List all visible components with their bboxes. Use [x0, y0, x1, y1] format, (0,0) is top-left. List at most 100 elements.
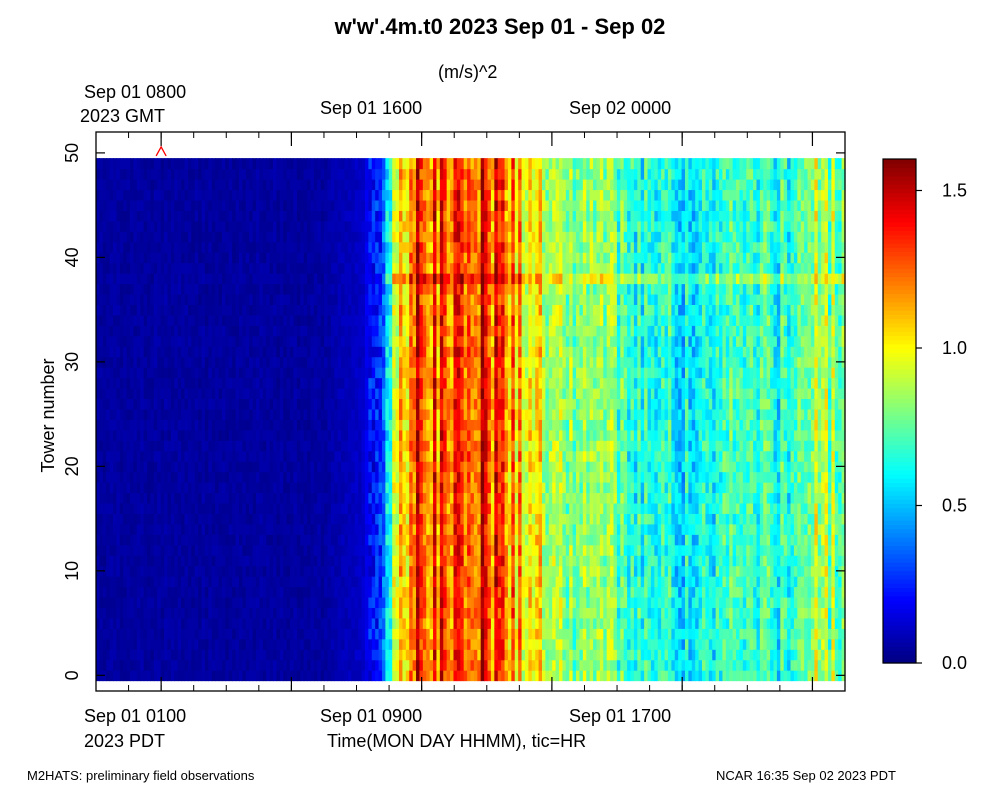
heatmap-cell: [109, 231, 114, 243]
heatmap-cell: [147, 429, 152, 441]
heatmap-cell: [119, 482, 124, 494]
heatmap-cell: [388, 168, 393, 180]
heatmap-cell: [201, 596, 206, 609]
heatmap-cell: [256, 346, 261, 358]
heatmap-cell: [221, 304, 226, 316]
heatmap-cell: [143, 461, 148, 473]
heatmap-cell: [320, 273, 325, 285]
heatmap-cell: [310, 262, 315, 274]
heatmap-cell: [153, 408, 158, 420]
heatmap-cell: [167, 576, 172, 588]
heatmap-cell: [164, 450, 169, 462]
heatmap-cell: [324, 408, 329, 420]
heatmap-cell: [371, 440, 376, 452]
heatmap-cell: [290, 408, 295, 420]
heatmap-cell: [395, 168, 400, 180]
heatmap-cell: [194, 461, 199, 473]
heatmap-cell: [109, 523, 114, 535]
heatmap-cell: [245, 168, 250, 180]
heatmap-cell: [116, 220, 121, 232]
heatmap-cell: [368, 398, 373, 410]
heatmap-cell: [347, 335, 352, 347]
heatmap-cell: [143, 398, 148, 410]
heatmap-cell: [256, 461, 261, 473]
heatmap-cell: [256, 471, 261, 483]
heatmap-cell: [378, 565, 383, 577]
heatmap-cell: [378, 387, 383, 400]
heatmap-cell: [296, 670, 301, 682]
heatmap-cell: [388, 179, 393, 191]
heatmap-cell: [228, 429, 233, 441]
heatmap-cell: [177, 335, 182, 347]
heatmap-cell: [269, 252, 274, 264]
heatmap-cell: [160, 419, 165, 431]
heatmap-cell: [198, 534, 203, 546]
heatmap-cell: [143, 335, 148, 347]
heatmap-cell: [256, 314, 261, 326]
heatmap-cell: [412, 649, 417, 661]
heatmap-cell: [181, 325, 186, 337]
heatmap-cell: [381, 638, 386, 650]
heatmap-cell: [341, 638, 346, 650]
heatmap-cell: [133, 659, 138, 671]
heatmap-cell: [337, 210, 342, 222]
heatmap-cell: [412, 659, 417, 671]
heatmap-cell: [215, 325, 220, 337]
heatmap-cell: [211, 325, 216, 337]
heatmap-cell: [235, 367, 240, 379]
heatmap-cell: [113, 555, 118, 567]
heatmap-cell: [375, 231, 380, 243]
heatmap-cell: [164, 314, 169, 326]
heatmap-cell: [371, 241, 376, 253]
heatmap-cell: [187, 513, 192, 525]
heatmap-cell: [419, 492, 424, 504]
heatmap-cell: [181, 670, 186, 682]
heatmap-cell: [204, 513, 209, 525]
heatmap-cell: [273, 565, 278, 577]
heatmap-cell: [143, 450, 148, 462]
heatmap-cell: [347, 377, 352, 389]
heatmap-cell: [409, 314, 414, 326]
heatmap-cell: [235, 210, 240, 222]
heatmap-cell: [102, 335, 107, 347]
heatmap-cell: [320, 199, 325, 211]
heatmap-cell: [368, 387, 373, 400]
heatmap-cell: [245, 179, 250, 191]
heatmap-cell: [170, 555, 175, 567]
heatmap-cell: [286, 596, 291, 609]
heatmap-cell: [361, 596, 366, 609]
heatmap-cell: [324, 565, 329, 577]
heatmap-cell: [317, 168, 322, 180]
heatmap-cell: [136, 628, 141, 640]
heatmap-cell: [140, 262, 145, 274]
heatmap-cell: [412, 544, 417, 556]
heatmap-cell: [238, 408, 243, 420]
heatmap-cell: [187, 179, 192, 191]
heatmap-cell: [198, 231, 203, 243]
heatmap-cell: [378, 231, 383, 243]
heatmap-cell: [113, 440, 118, 452]
heatmap-cell: [96, 555, 100, 567]
heatmap-cell: [364, 628, 369, 640]
heatmap-cell: [99, 638, 104, 650]
heatmap-cell: [385, 387, 390, 400]
heatmap-cell: [177, 659, 182, 671]
heatmap-cell: [245, 356, 250, 368]
heatmap-cell: [147, 346, 152, 358]
heatmap-cell: [269, 398, 274, 410]
heatmap-cell: [211, 596, 216, 609]
heatmap-cell: [279, 576, 284, 588]
heatmap-cell: [307, 628, 312, 640]
heatmap-cell: [106, 502, 111, 514]
heatmap-cell: [174, 335, 179, 347]
heatmap-cell: [150, 252, 155, 264]
heatmap-cell: [116, 471, 121, 483]
heatmap-cell: [119, 220, 124, 232]
heatmap-cell: [147, 670, 152, 682]
heatmap-cell: [330, 670, 335, 682]
heatmap-cell: [290, 565, 295, 577]
heatmap-cell: [259, 482, 264, 494]
heatmap-cell: [181, 628, 186, 640]
heatmap-cell: [422, 419, 427, 431]
heatmap-cell: [150, 210, 155, 222]
